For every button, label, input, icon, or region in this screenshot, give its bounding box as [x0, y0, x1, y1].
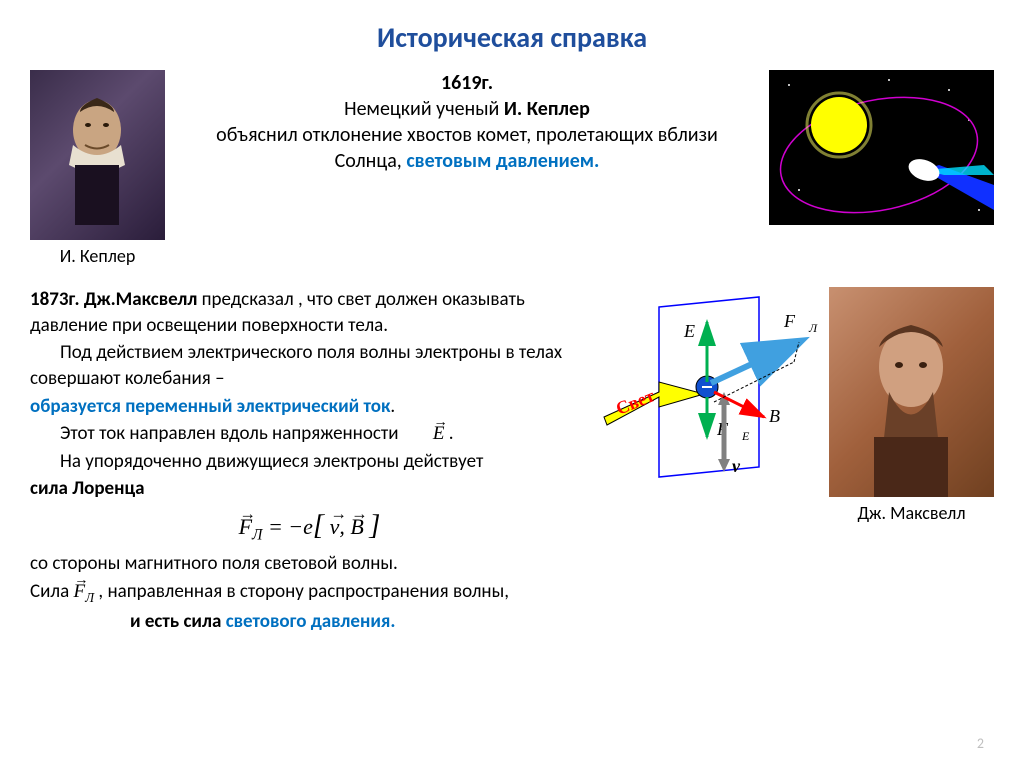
maxwell-line2: Под действием электрического поля волны …: [30, 341, 562, 390]
formula-v: v: [330, 512, 340, 542]
maxwell-line2-end: .: [390, 395, 395, 418]
E-label: E⃗: [683, 321, 709, 341]
formula-B: B: [350, 512, 363, 542]
B-label: B⃗: [769, 406, 794, 426]
maxwell-line6a: Сила: [30, 580, 74, 603]
maxwell-year: 1873г.: [30, 288, 84, 311]
maxwell-portrait-box: Дж. Максвелл: [829, 287, 994, 524]
middle-section: 1873г. Дж.Максвелл предсказал , что свет…: [30, 287, 994, 636]
kepler-caption: И. Кеплер: [30, 245, 165, 267]
maxwell-line7-hl: светового давления.: [226, 610, 396, 633]
light-label: Свет: [613, 385, 657, 418]
page-title: Историческая справка: [30, 20, 994, 55]
v-label: v⃗: [732, 456, 754, 476]
maxwell-caption: Дж. Максвелл: [829, 502, 994, 524]
maxwell-line4: На упорядоченно движущиеся электроны дей…: [60, 450, 483, 473]
formula-sub: Л: [252, 527, 262, 544]
kepler-portrait: [30, 70, 165, 240]
maxwell-line7: и есть сила: [130, 610, 226, 633]
top-section: И. Кеплер 1619г. Немецкий ученый И. Кепл…: [30, 70, 994, 267]
kepler-portrait-box: И. Кеплер: [30, 70, 165, 267]
maxwell-svg: [829, 287, 994, 497]
diagram-svg: Свет E⃗ F⃗E v⃗ B⃗ F⃗Л: [599, 287, 819, 497]
maxwell-line3a: Этот ток направлен вдоль напряженности: [60, 422, 403, 445]
maxwell-text: 1873г. Дж.Максвелл предсказал , что свет…: [30, 287, 589, 636]
maxwell-line4-hl: сила Лоренца: [30, 477, 145, 500]
kepler-highlight: световым давлением.: [406, 149, 599, 173]
kepler-line1: Немецкий ученый: [344, 97, 504, 121]
maxwell-line2-hl: образуется переменный электрический ток: [30, 395, 390, 418]
comet-svg: [769, 70, 994, 225]
maxwell-line6b: , направленная в сторону распространения…: [94, 580, 509, 603]
comet-illustration: [769, 70, 994, 225]
formula-eq: = −e: [268, 514, 313, 539]
FL-inline-sub: Л: [85, 590, 94, 605]
page-number: 2: [977, 735, 984, 752]
kepler-svg: [30, 70, 165, 240]
FL-inline: F: [74, 579, 86, 605]
kepler-year: 1619г.: [441, 71, 493, 95]
force-diagram: Свет E⃗ F⃗E v⃗ B⃗ F⃗Л: [599, 287, 819, 502]
maxwell-name: Дж.Максвелл: [84, 288, 198, 311]
kepler-intro: 1619г. Немецкий ученый И. Кеплер объясни…: [180, 70, 754, 174]
formula-F: F: [239, 512, 252, 542]
maxwell-portrait: [829, 287, 994, 497]
lorentz-formula: FЛ = −e[ v, B ]: [30, 507, 589, 546]
kepler-name-bold: И. Кеплер: [504, 97, 590, 121]
FL-label: F⃗Л: [783, 311, 818, 335]
E-vec-inline: E: [403, 421, 445, 447]
